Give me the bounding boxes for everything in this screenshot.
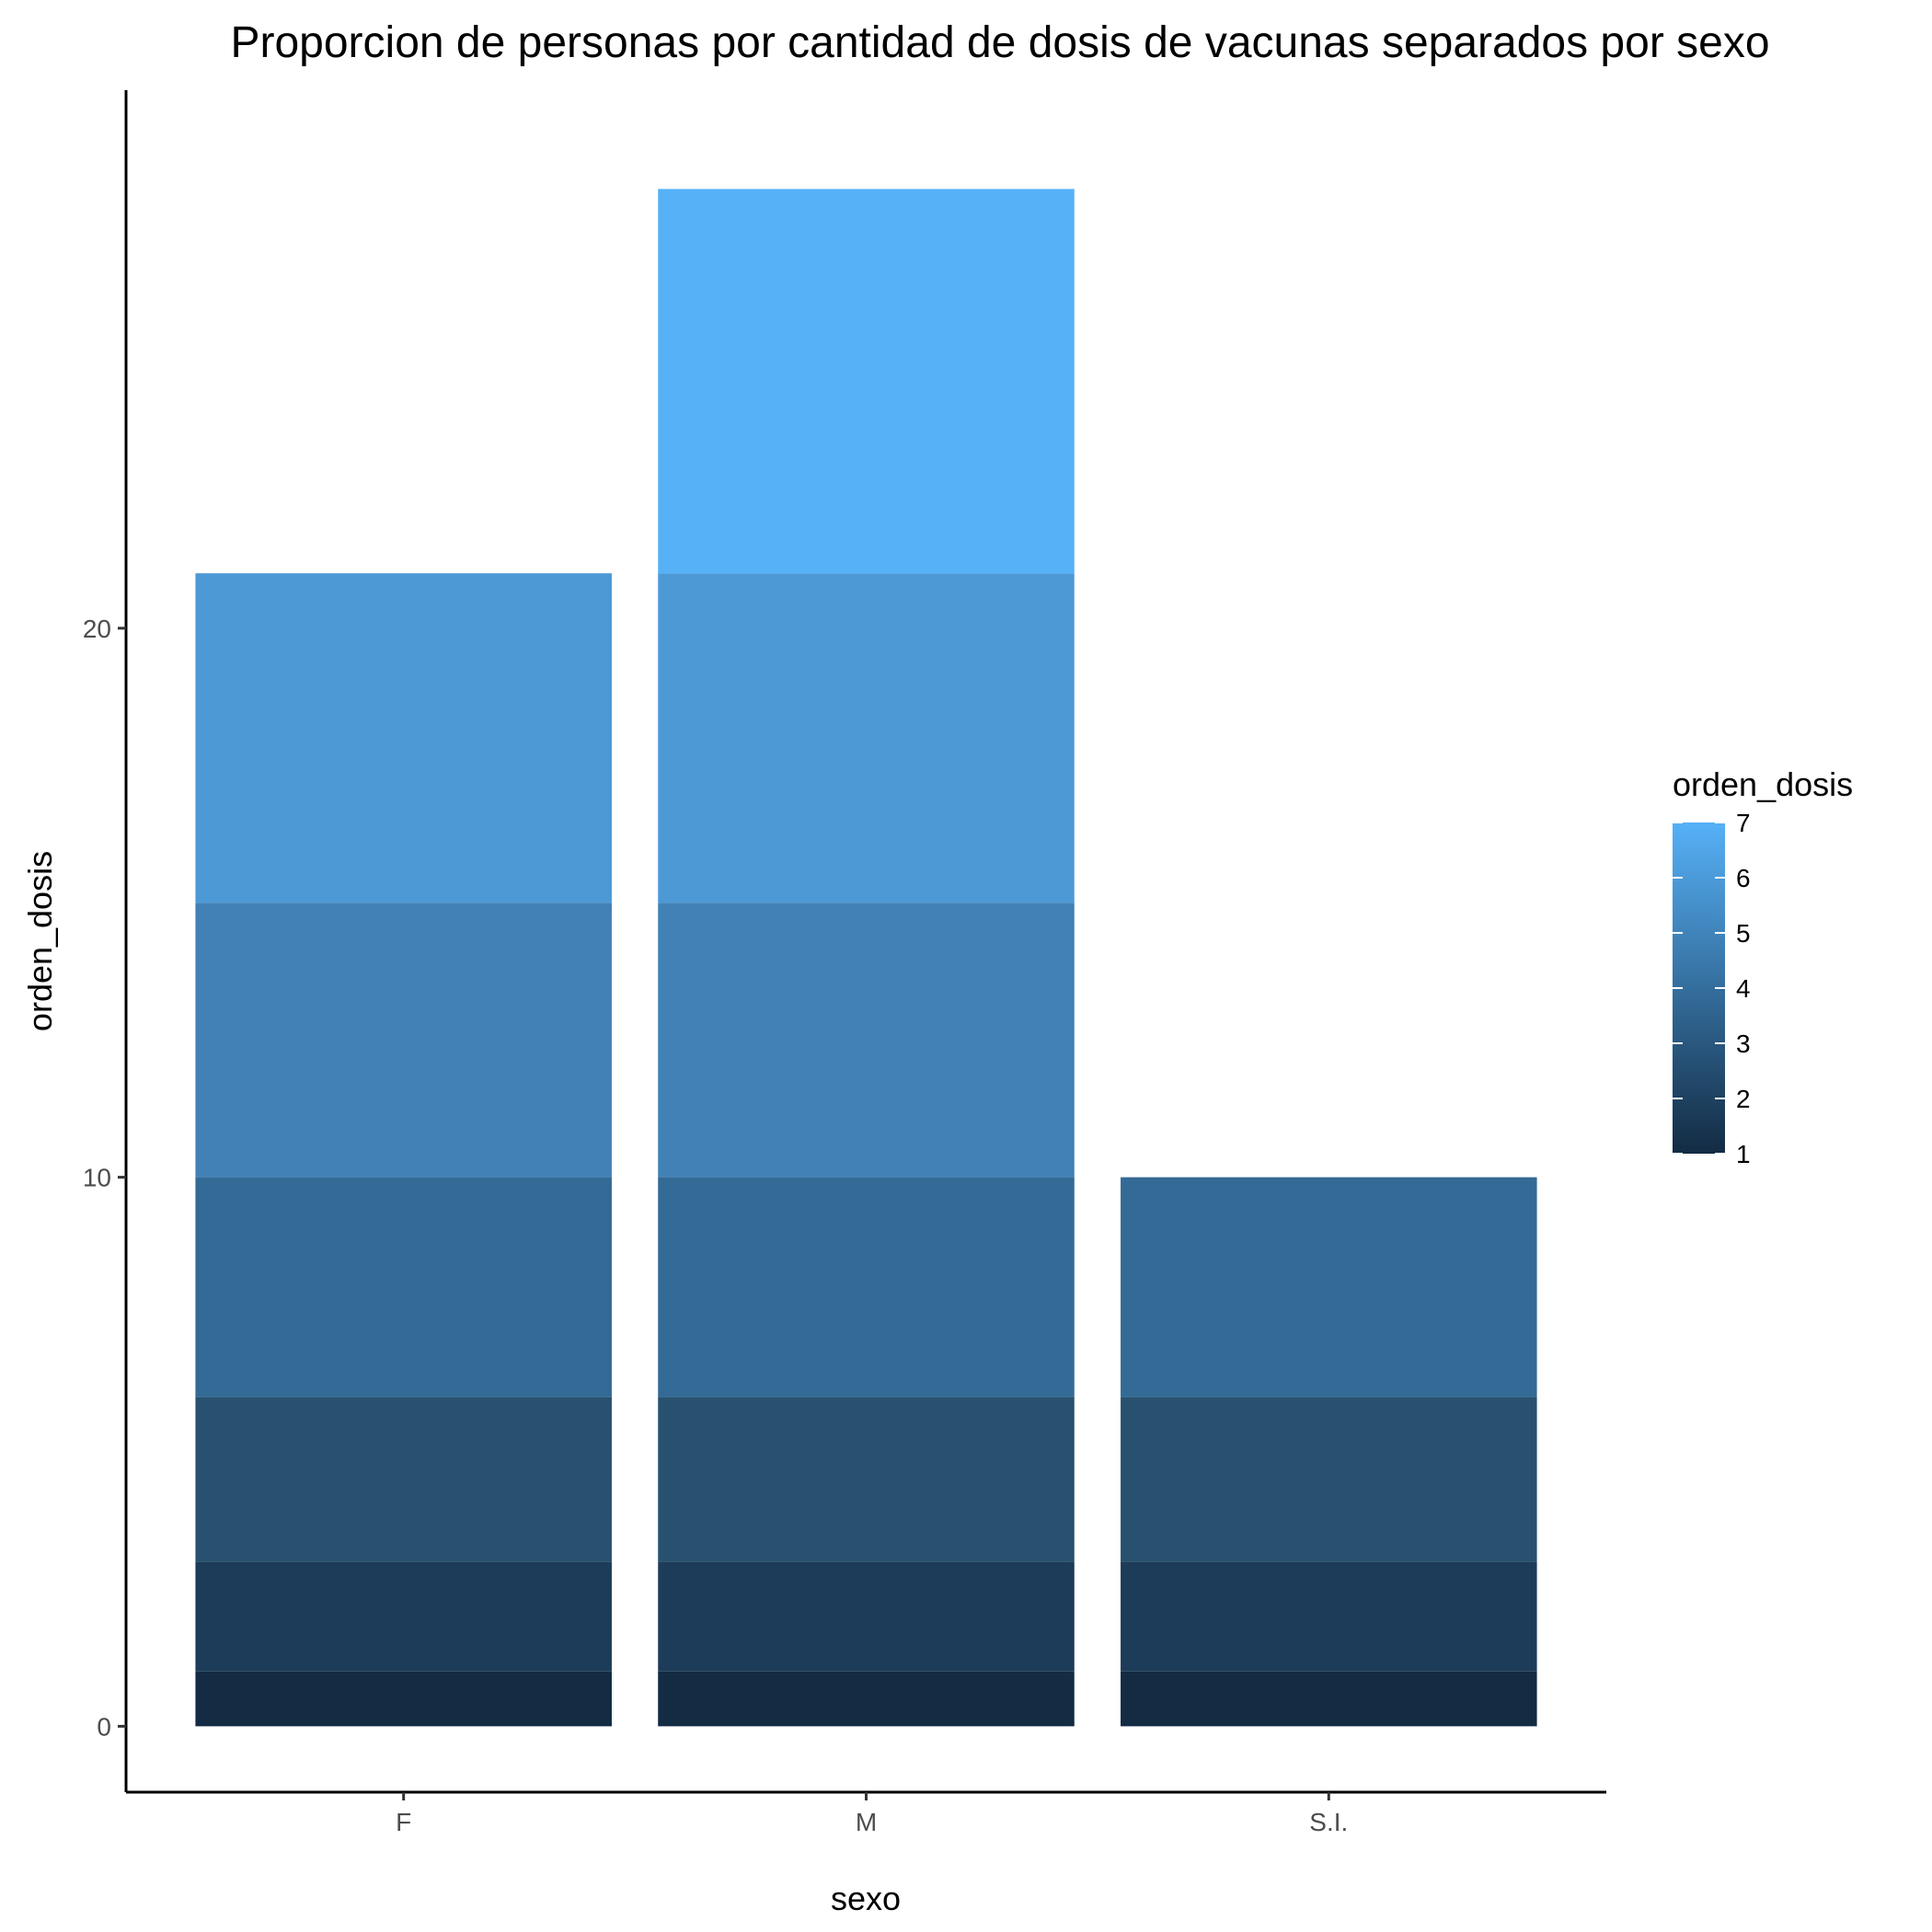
y-axis-title: orden_dosis	[21, 851, 59, 1031]
bar-segment-f-dose-6	[195, 573, 612, 903]
bar-segment-si-dose-4	[1121, 1177, 1537, 1397]
bar-segment-si-dose-3	[1121, 1397, 1537, 1562]
legend-label: 3	[1736, 1029, 1751, 1058]
bar-segment-si-dose-1	[1121, 1671, 1537, 1727]
bar-segment-m-dose-7	[658, 189, 1075, 574]
legend-label: 4	[1736, 974, 1751, 1003]
bar-segment-m-dose-5	[658, 903, 1075, 1178]
bar-segment-m-dose-1	[658, 1671, 1075, 1727]
y-tick-label: 20	[83, 615, 111, 643]
bar-segment-f-dose-3	[195, 1397, 612, 1562]
legend-ticks-group: 7 6 5 4 3 2 1	[1673, 809, 1751, 1168]
bar-segment-f-dose-4	[195, 1177, 612, 1397]
bar-segment-m-dose-4	[658, 1177, 1075, 1397]
x-tick-label: S.I.	[1309, 1808, 1348, 1836]
x-ticks-group: F M S.I.	[396, 1792, 1348, 1836]
bar-segment-m-dose-6	[658, 573, 1075, 903]
legend-label: 1	[1736, 1140, 1751, 1168]
x-tick-label: F	[396, 1808, 411, 1836]
bar-segment-m-dose-2	[658, 1561, 1075, 1672]
legend-label: 2	[1736, 1085, 1751, 1113]
legend-label: 6	[1736, 864, 1751, 892]
bar-segment-f-dose-1	[195, 1671, 612, 1727]
legend-title: orden_dosis	[1673, 765, 1853, 803]
x-axis-title: sexo	[831, 1880, 901, 1917]
y-ticks-group: 0 10 20	[83, 615, 126, 1741]
bar-segment-f-dose-2	[195, 1561, 612, 1672]
chart-title: Proporcion de personas por cantidad de d…	[230, 18, 1769, 67]
y-tick-label: 10	[83, 1164, 111, 1192]
legend-label: 5	[1736, 919, 1751, 948]
bar-segment-si-dose-2	[1121, 1561, 1537, 1672]
legend-label: 7	[1736, 809, 1751, 837]
bar-segment-m-dose-3	[658, 1397, 1075, 1562]
x-tick-label: M	[856, 1808, 877, 1836]
bars-group	[195, 189, 1537, 1727]
bar-segment-f-dose-5	[195, 903, 612, 1178]
y-tick-label: 0	[97, 1712, 111, 1741]
